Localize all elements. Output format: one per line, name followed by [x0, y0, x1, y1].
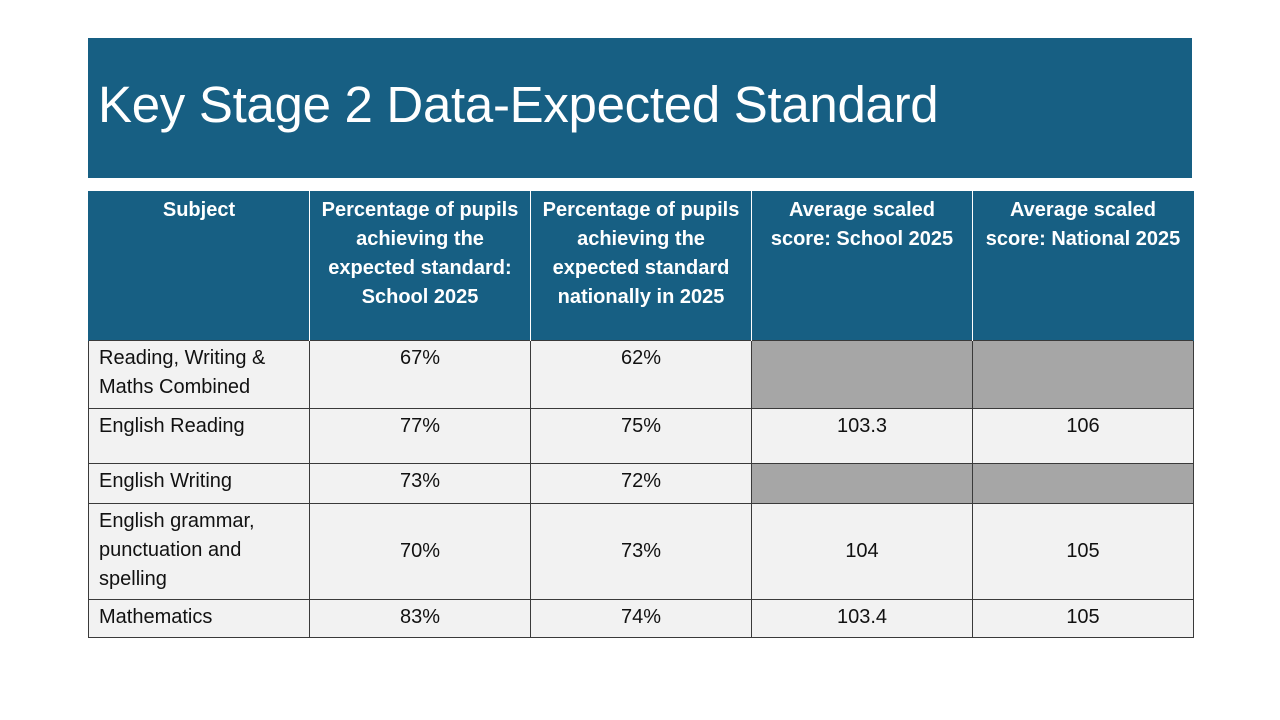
national-percentage-cell: 73% — [530, 502, 752, 600]
table-header-row: Subject Percentage of pupils achieving t… — [88, 191, 1194, 340]
school-percentage-cell: 77% — [309, 407, 531, 464]
table-row: Reading, Writing & Maths Combined 67% 62… — [88, 339, 1194, 409]
table-row: English grammar, punctuation and spellin… — [88, 502, 1194, 600]
header-national-percentage: Percentage of pupils achieving the expec… — [530, 191, 752, 340]
table-row: English Reading 77% 75% 103.3 106 — [88, 407, 1194, 464]
school-percentage-cell: 83% — [309, 598, 531, 638]
national-score-cell: 105 — [972, 502, 1194, 600]
subject-cell: English Reading — [88, 407, 310, 464]
subject-cell: Mathematics — [88, 598, 310, 638]
slide-title: Key Stage 2 Data-Expected Standard — [98, 76, 939, 133]
school-percentage-cell: 70% — [309, 502, 531, 600]
school-score-cell: 103.3 — [751, 407, 973, 464]
national-score-cell: 105 — [972, 598, 1194, 638]
title-bar: Key Stage 2 Data-Expected Standard — [88, 38, 1192, 178]
school-percentage-cell: 67% — [309, 339, 531, 409]
school-score-cell: 104 — [751, 502, 973, 600]
header-national-scaled-score: Average scaled score: National 2025 — [972, 191, 1194, 340]
school-score-cell-empty — [751, 462, 973, 504]
header-school-percentage: Percentage of pupils achieving the expec… — [309, 191, 531, 340]
header-subject: Subject — [88, 191, 310, 340]
national-percentage-cell: 72% — [530, 462, 752, 504]
table-row: English Writing 73% 72% — [88, 462, 1194, 504]
national-percentage-cell: 75% — [530, 407, 752, 464]
national-score-cell: 106 — [972, 407, 1194, 464]
ks2-results-table: Subject Percentage of pupils achieving t… — [88, 191, 1194, 638]
subject-cell: Reading, Writing & Maths Combined — [88, 339, 310, 409]
school-percentage-cell: 73% — [309, 462, 531, 504]
school-score-cell-empty — [751, 339, 973, 409]
school-score-cell: 103.4 — [751, 598, 973, 638]
national-percentage-cell: 74% — [530, 598, 752, 638]
subject-cell: English grammar, punctuation and spellin… — [88, 502, 310, 600]
national-percentage-cell: 62% — [530, 339, 752, 409]
national-score-cell-empty — [972, 462, 1194, 504]
national-score-cell-empty — [972, 339, 1194, 409]
header-school-scaled-score: Average scaled score: School 2025 — [751, 191, 973, 340]
table-row: Mathematics 83% 74% 103.4 105 — [88, 598, 1194, 638]
subject-cell: English Writing — [88, 462, 310, 504]
